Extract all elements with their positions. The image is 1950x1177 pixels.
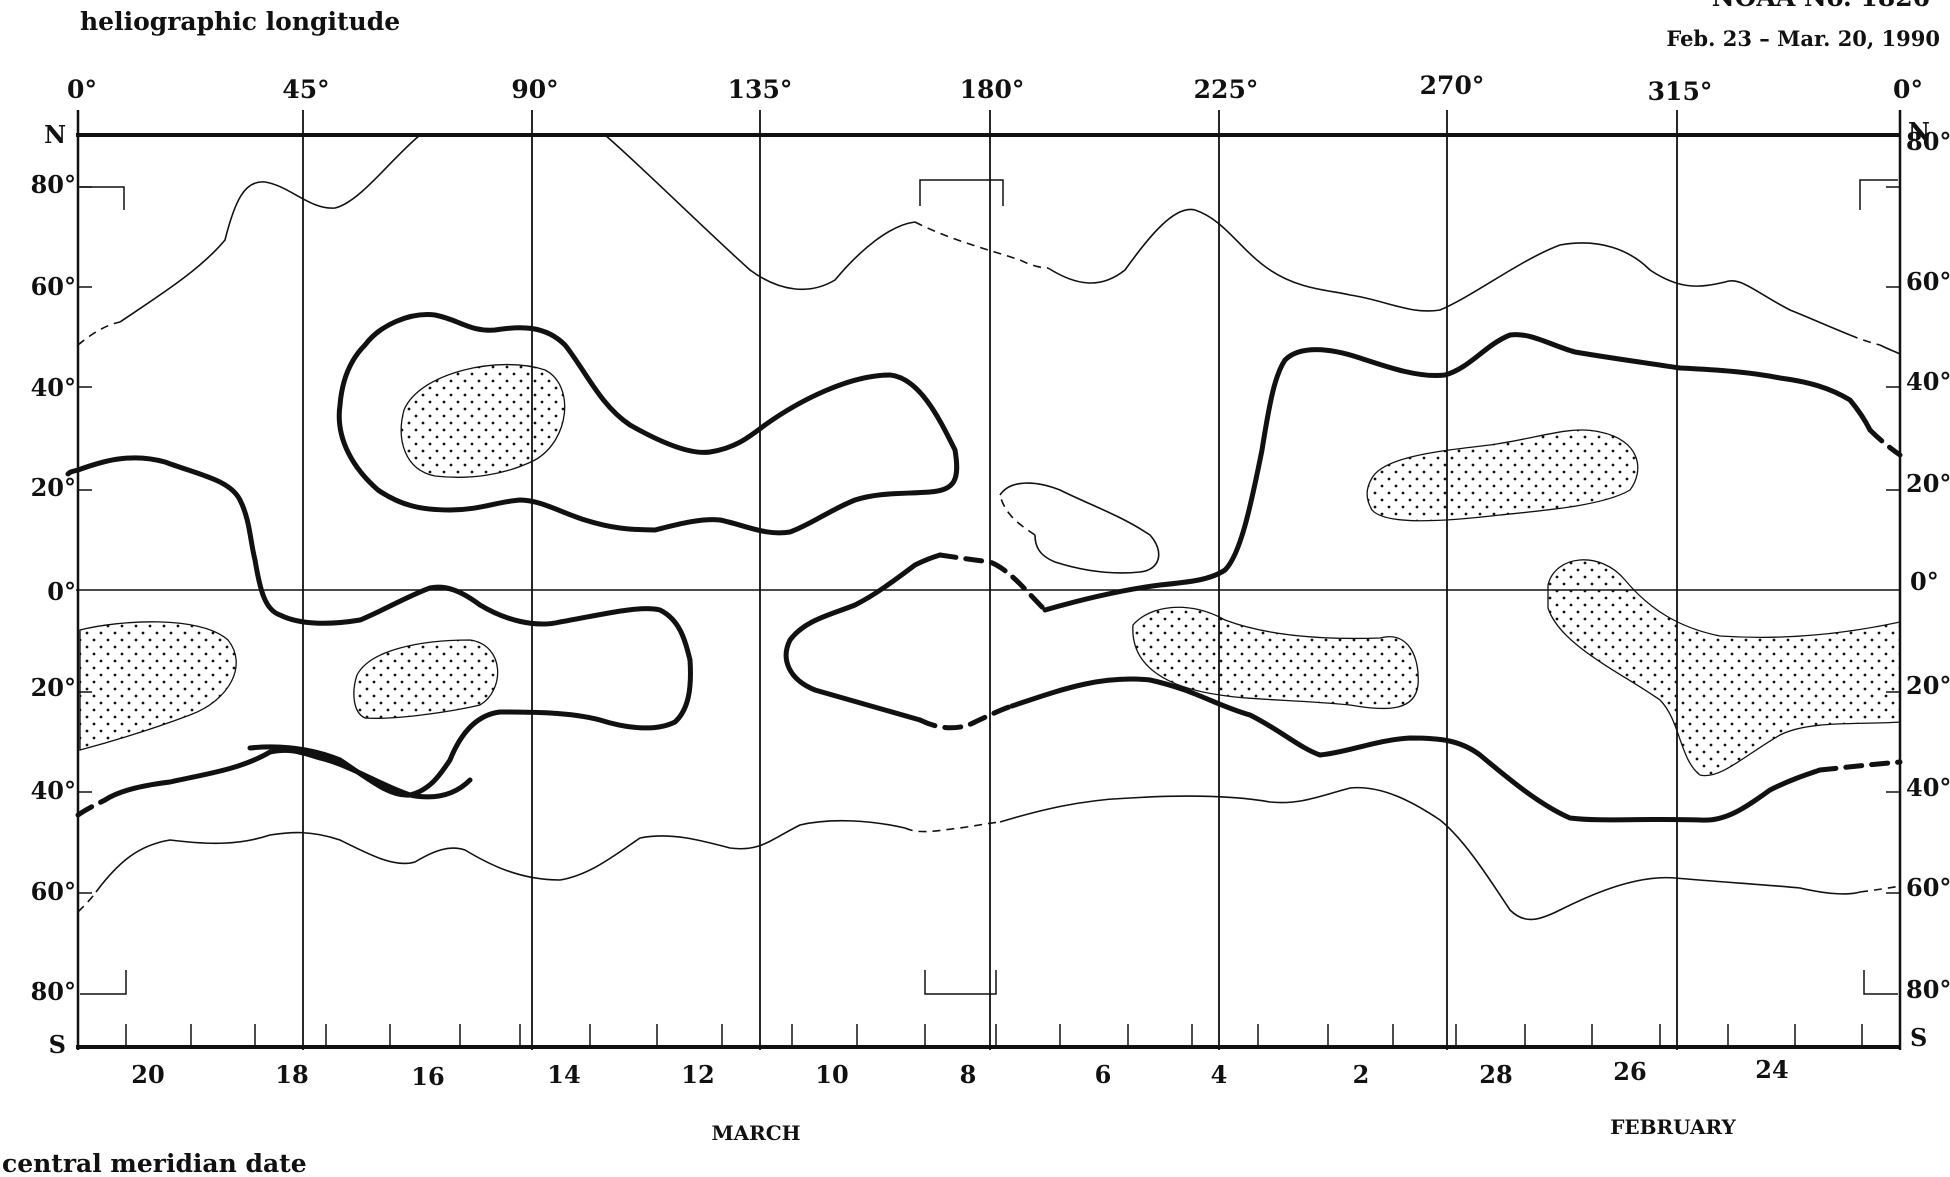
latitude-label: 40° — [1906, 773, 1950, 802]
latitude-label: 40° — [1906, 367, 1950, 396]
bracket-n-center — [919, 179, 1004, 206]
longitude-label: 315° — [1648, 77, 1713, 106]
filament-dashed — [999, 494, 1036, 536]
longitude-label: 270° — [1420, 71, 1485, 100]
latitude-label: 20° — [1906, 671, 1950, 700]
neutral-line-north — [1042, 332, 1873, 613]
date-label: 14 — [547, 1060, 580, 1089]
date-label: 28 — [1479, 1060, 1512, 1089]
latitude-label: S — [49, 1030, 66, 1059]
date-label: 8 — [960, 1060, 977, 1089]
date-label: 24 — [1755, 1055, 1788, 1084]
latitude-axis-left: N 80° 60° 40° 20° 0° 20° 40° 60° 80° S — [31, 120, 76, 1059]
grid — [76, 110, 1902, 1050]
neutral-line-central — [783, 552, 943, 723]
longitude-label: 90° — [511, 75, 558, 104]
bracket-s-center — [924, 970, 997, 995]
neutral-line-equatorial — [75, 455, 693, 798]
coronal-hole — [79, 621, 237, 751]
date-label: 26 — [1613, 1057, 1646, 1086]
coronal-hole — [1547, 559, 1901, 777]
latitude-label: 20° — [1906, 469, 1950, 498]
latitude-label: 80° — [1906, 127, 1950, 156]
neutral-line-north-loop — [336, 312, 960, 536]
map-title: heliographic longitude — [80, 7, 400, 36]
x-axis-caption: central meridian date — [2, 1149, 307, 1177]
month-label-february: FEBRUARY — [1610, 1115, 1736, 1139]
coronal-hole — [1132, 606, 1419, 710]
coronal-holes — [79, 364, 1901, 777]
bracket-se — [1863, 970, 1898, 995]
thin-contours — [77, 134, 1901, 921]
date-label: 6 — [1095, 1060, 1112, 1089]
longitude-label: 45° — [282, 75, 329, 104]
date-range: Feb. 23 – Mar. 20, 1990 — [1666, 26, 1940, 51]
coronal-hole — [400, 364, 566, 478]
coronal-hole — [1366, 429, 1639, 522]
latitude-label: 0° — [47, 577, 76, 606]
longitude-label: 135° — [728, 75, 793, 104]
latitude-label: 60° — [1906, 873, 1950, 902]
date-label: 16 — [411, 1062, 444, 1091]
date-label: 2 — [1353, 1060, 1370, 1089]
latitude-label: 0° — [1910, 567, 1939, 596]
latitude-label: S — [1910, 1023, 1927, 1052]
bracket-nw — [80, 186, 125, 210]
neutral-lines — [65, 312, 1903, 823]
latitude-label: N — [1908, 117, 1930, 146]
latitude-label: 20° — [31, 673, 76, 702]
latitude-label: 40° — [31, 776, 76, 805]
latitude-label: 20° — [31, 473, 76, 502]
longitude-label: 0° — [1893, 75, 1923, 104]
longitude-label: 180° — [960, 75, 1025, 104]
date-label: 12 — [681, 1060, 714, 1089]
date-label: 20 — [131, 1060, 164, 1089]
latitude-label: 60° — [31, 272, 76, 301]
bracket-sw — [80, 970, 127, 995]
noaa-number: NOAA No. 1826 — [1712, 0, 1930, 12]
latitude-label: 60° — [1906, 267, 1950, 296]
date-axis: 20 18 16 14 12 10 8 6 4 2 28 26 24 — [131, 1055, 1788, 1091]
latitude-label: 60° — [31, 877, 76, 906]
latitude-axis-right: N 80° 60° 40° 20° 0° 20° 40° 60° 80° S — [1906, 117, 1950, 1052]
latitude-label: 80° — [1906, 975, 1950, 1004]
north-boundary-line — [1047, 208, 1901, 355]
latitude-label: 80° — [31, 170, 76, 199]
north-boundary-dashed — [77, 221, 1881, 346]
neutral-line-dashed — [65, 427, 1903, 818]
longitude-label: 225° — [1194, 75, 1259, 104]
latitude-label: 80° — [31, 977, 76, 1006]
filament — [999, 482, 1160, 574]
latitude-label: N — [44, 120, 66, 149]
latitude-label: 40° — [31, 373, 76, 402]
bracket-ne — [1859, 179, 1898, 210]
date-label: 4 — [1211, 1060, 1228, 1089]
longitude-axis: 0° 45° 90° 135° 180° 225° 270° 315° 0° — [67, 71, 1923, 106]
month-label-march: MARCH — [711, 1121, 800, 1145]
north-boundary-line — [119, 134, 916, 323]
longitude-label: 0° — [67, 75, 97, 104]
coronal-hole — [353, 639, 499, 719]
south-boundary-line — [95, 786, 1861, 921]
date-ticks — [125, 1024, 1863, 1047]
date-label: 18 — [275, 1060, 308, 1089]
date-label: 10 — [815, 1060, 848, 1089]
south-boundary-dashed — [77, 821, 1901, 913]
neutral-line-south — [102, 676, 1823, 823]
